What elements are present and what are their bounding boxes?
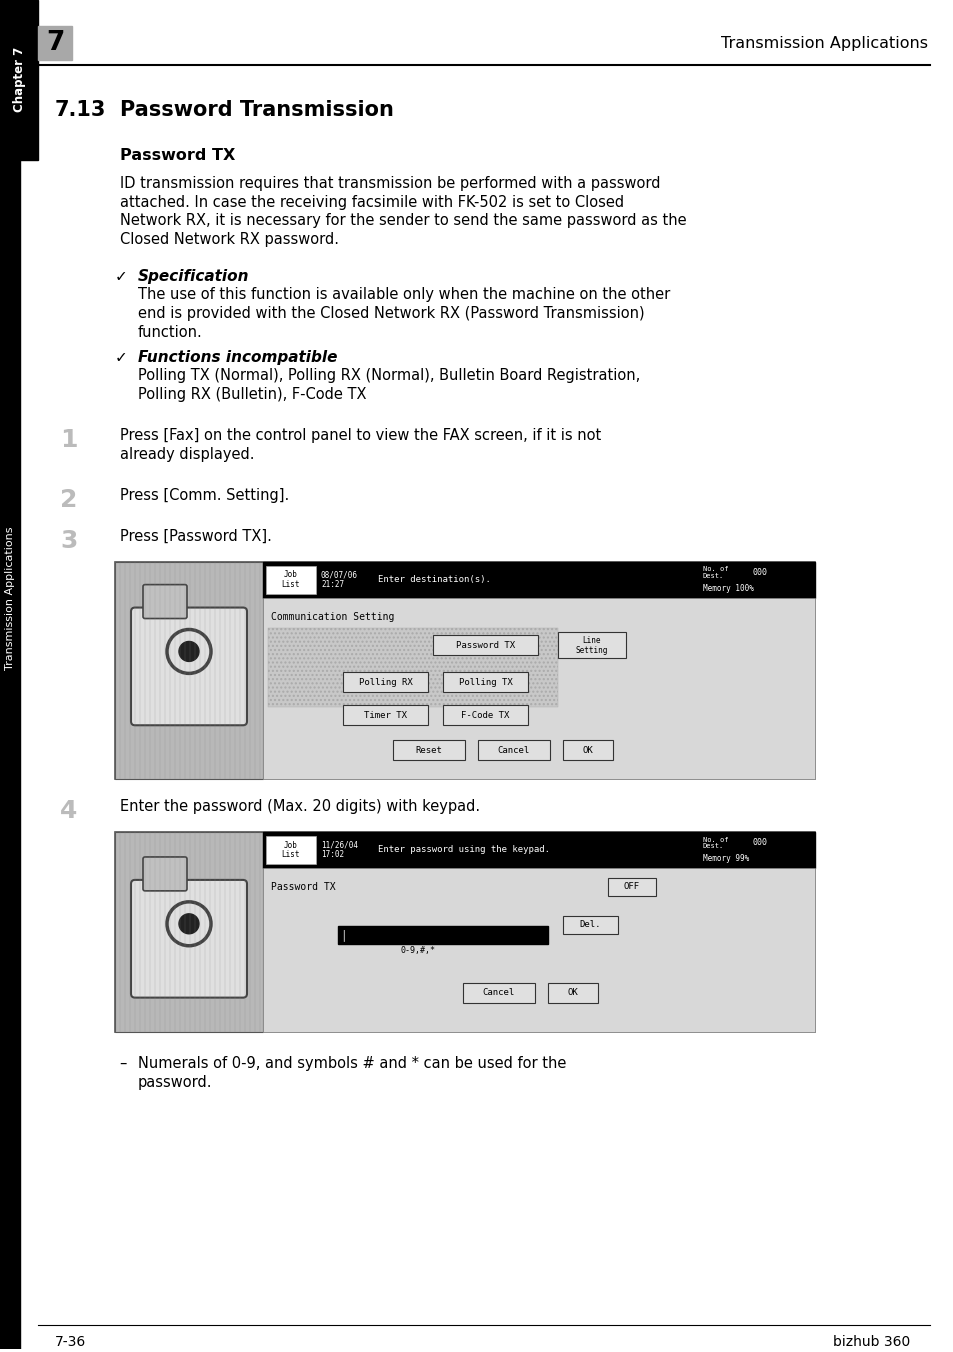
Bar: [433, 635, 537, 656]
Text: The use of this function is available only when the machine on the other: The use of this function is available on…: [138, 288, 670, 303]
Bar: [343, 706, 428, 725]
Text: Password TX: Password TX: [456, 641, 515, 650]
Text: No. of
Dest.: No. of Dest.: [702, 837, 728, 849]
Text: 7: 7: [46, 30, 64, 55]
Text: Closed Network RX password.: Closed Network RX password.: [120, 233, 338, 247]
Bar: [266, 565, 315, 594]
Text: 11/26/04
17:02: 11/26/04 17:02: [320, 841, 357, 860]
Bar: [38, 26, 71, 59]
Text: Chapter 7: Chapter 7: [12, 47, 26, 112]
Text: Transmission Applications: Transmission Applications: [720, 37, 927, 51]
Text: Communication Setting: Communication Setting: [271, 611, 394, 622]
Text: end is provided with the Closed Network RX (Password Transmission): end is provided with the Closed Network …: [138, 307, 644, 322]
Text: Press [Password TX].: Press [Password TX].: [120, 529, 272, 544]
Bar: [115, 831, 814, 1032]
Text: Job
List: Job List: [281, 571, 300, 589]
Text: 7.13: 7.13: [55, 100, 107, 120]
Bar: [263, 561, 814, 598]
Text: 0-9,#,*: 0-9,#,*: [400, 946, 435, 955]
Text: 08/07/06
21:27: 08/07/06 21:27: [320, 571, 357, 589]
Bar: [562, 741, 613, 760]
Text: No. of
Dest.: No. of Dest.: [702, 566, 728, 579]
Bar: [115, 831, 263, 1032]
Text: ✓: ✓: [115, 269, 128, 284]
Text: Enter the password (Max. 20 digits) with keypad.: Enter the password (Max. 20 digits) with…: [120, 799, 479, 814]
Circle shape: [179, 914, 199, 934]
Text: OFF: OFF: [623, 883, 639, 891]
Text: Del.: Del.: [579, 921, 600, 929]
Text: password.: password.: [138, 1075, 213, 1091]
Text: Enter destination(s).: Enter destination(s).: [377, 575, 491, 584]
Text: 7-36: 7-36: [55, 1334, 86, 1349]
Text: F-Code TX: F-Code TX: [461, 711, 509, 719]
Text: function.: function.: [138, 326, 203, 341]
Text: 3: 3: [60, 529, 77, 553]
Text: Enter password using the keypad.: Enter password using the keypad.: [377, 845, 550, 854]
Text: OK: OK: [567, 988, 578, 998]
Text: Memory 99%: Memory 99%: [702, 854, 748, 864]
Text: attached. In case the receiving facsimile with FK-502 is set to Closed: attached. In case the receiving facsimil…: [120, 195, 623, 210]
Bar: [562, 915, 618, 934]
Text: 2: 2: [60, 488, 77, 512]
Text: Transmission Applications: Transmission Applications: [5, 527, 15, 671]
Bar: [266, 836, 315, 864]
Text: –: –: [120, 1056, 136, 1072]
Bar: [393, 741, 464, 760]
Text: Numerals of 0-9, and symbols # and * can be used for the: Numerals of 0-9, and symbols # and * can…: [138, 1056, 566, 1072]
Circle shape: [179, 641, 199, 661]
Text: 1: 1: [60, 429, 77, 452]
Text: Press [Comm. Setting].: Press [Comm. Setting].: [120, 488, 289, 503]
Bar: [442, 672, 527, 692]
Text: Functions incompatible: Functions incompatible: [138, 350, 337, 365]
Bar: [263, 831, 814, 868]
Bar: [0, 0, 38, 160]
Text: OK: OK: [582, 746, 593, 754]
Bar: [558, 633, 625, 658]
Text: Memory 100%: Memory 100%: [702, 584, 753, 594]
Text: ID transmission requires that transmission be performed with a password: ID transmission requires that transmissi…: [120, 176, 659, 191]
Bar: [337, 926, 547, 944]
Text: Password TX: Password TX: [120, 147, 235, 162]
Bar: [477, 741, 550, 760]
Bar: [268, 627, 558, 707]
Bar: [115, 561, 263, 779]
Bar: [263, 868, 814, 1032]
Text: Cancel: Cancel: [482, 988, 515, 998]
Text: Polling TX: Polling TX: [458, 677, 512, 687]
Bar: [547, 983, 598, 1003]
FancyBboxPatch shape: [143, 857, 187, 891]
Text: 000: 000: [752, 568, 767, 577]
Bar: [343, 672, 428, 692]
Text: ▏: ▏: [343, 929, 349, 941]
Text: 4: 4: [60, 799, 77, 823]
Text: Polling RX (Bulletin), F-Code TX: Polling RX (Bulletin), F-Code TX: [138, 387, 366, 402]
FancyBboxPatch shape: [131, 880, 247, 998]
Text: already displayed.: already displayed.: [120, 448, 254, 462]
Text: Reset: Reset: [416, 746, 442, 754]
Text: Timer TX: Timer TX: [364, 711, 407, 719]
FancyBboxPatch shape: [131, 607, 247, 725]
Bar: [607, 877, 656, 896]
Text: 000: 000: [752, 838, 767, 848]
Text: Polling TX (Normal), Polling RX (Normal), Bulletin Board Registration,: Polling TX (Normal), Polling RX (Normal)…: [138, 368, 639, 383]
Bar: [263, 598, 814, 779]
Bar: [0, 0, 20, 1349]
Text: Polling RX: Polling RX: [358, 677, 412, 687]
FancyBboxPatch shape: [143, 584, 187, 618]
Text: Cancel: Cancel: [497, 746, 530, 754]
Text: Job
List: Job List: [281, 841, 300, 860]
Text: ✓: ✓: [115, 350, 128, 365]
Text: Password Transmission: Password Transmission: [120, 100, 394, 120]
Text: bizhub 360: bizhub 360: [832, 1334, 909, 1349]
Text: Specification: Specification: [138, 269, 250, 284]
Bar: [115, 561, 814, 779]
Bar: [462, 983, 535, 1003]
Text: Press [Fax] on the control panel to view the FAX screen, if it is not: Press [Fax] on the control panel to view…: [120, 429, 600, 443]
Text: Line
Setting: Line Setting: [576, 635, 608, 654]
Text: Password TX: Password TX: [271, 882, 335, 892]
Bar: [442, 706, 527, 725]
Text: Network RX, it is necessary for the sender to send the same password as the: Network RX, it is necessary for the send…: [120, 214, 686, 228]
